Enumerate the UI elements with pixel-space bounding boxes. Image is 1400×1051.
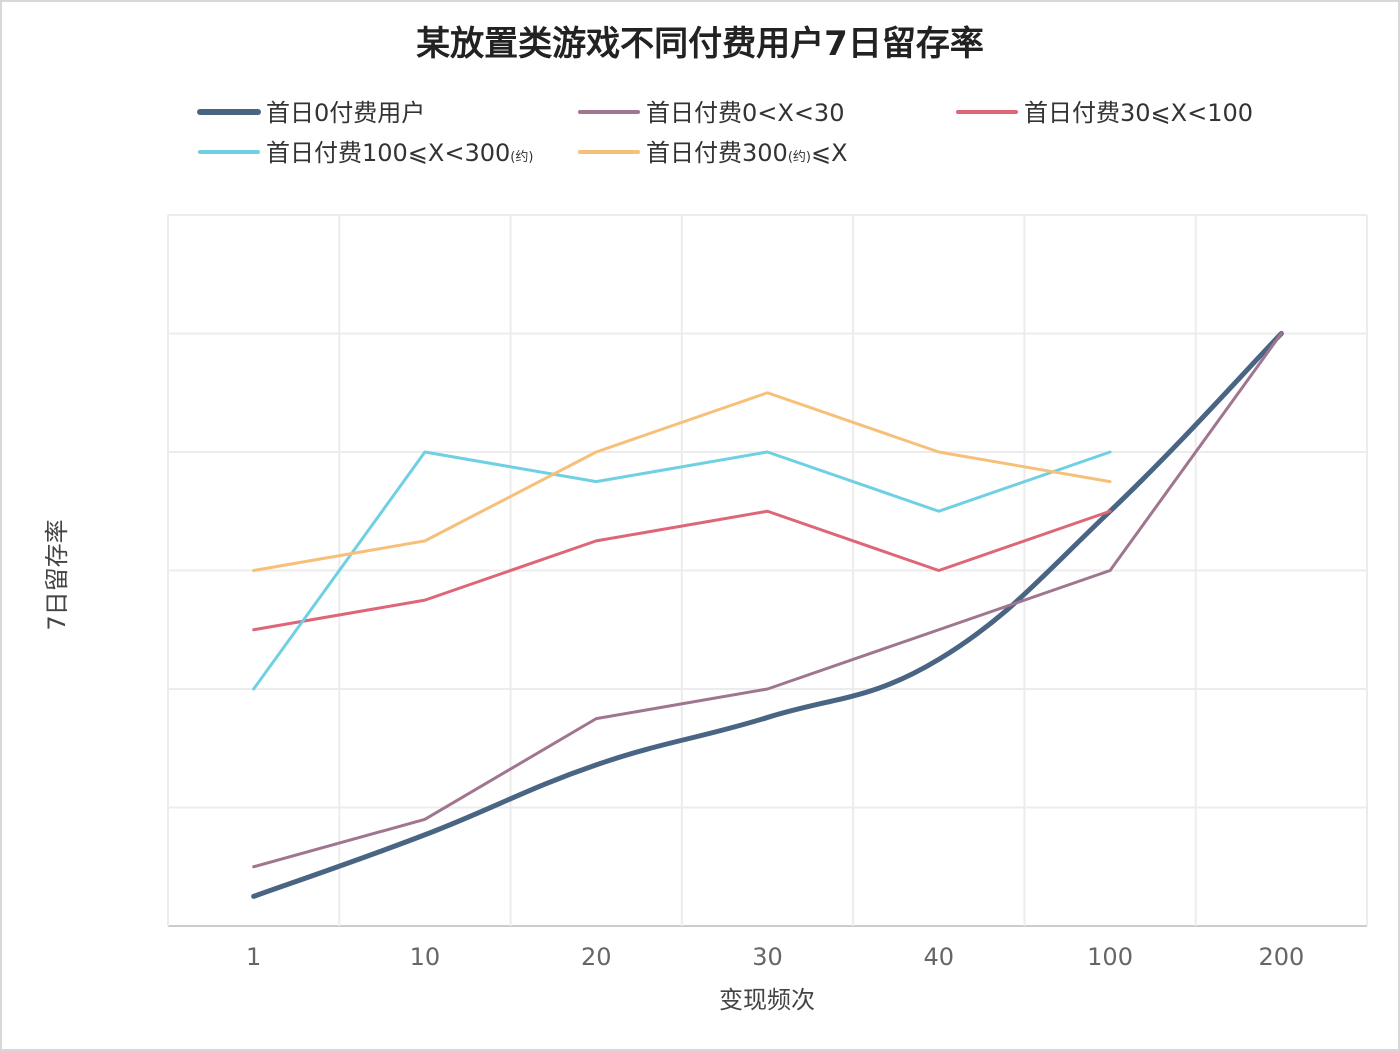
series-line bbox=[252, 332, 1283, 869]
x-tick-label: 1 bbox=[246, 943, 261, 971]
series-line bbox=[251, 331, 1284, 899]
series-line bbox=[252, 509, 1112, 632]
series-line bbox=[252, 391, 1112, 572]
legend-label: 首日付费0<X<30 bbox=[646, 99, 844, 127]
legend-label: 首日0付费用户 bbox=[266, 99, 425, 127]
legend-label: 首日付费30⩽X<100 bbox=[1024, 99, 1253, 127]
series-line bbox=[252, 450, 1112, 691]
legend-label: 首日付费100⩽X<300(约) bbox=[266, 139, 533, 167]
x-tick-label: 100 bbox=[1087, 943, 1133, 971]
x-tick-label: 30 bbox=[752, 943, 783, 971]
chart-title: 某放置类游戏不同付费用户7日留存率 bbox=[416, 24, 984, 64]
x-tick-label: 40 bbox=[924, 943, 955, 971]
x-tick-label: 20 bbox=[581, 943, 612, 971]
x-tick-label: 10 bbox=[410, 943, 441, 971]
x-axis-label: 变现频次 bbox=[719, 986, 815, 1014]
legend-label: 首日付费300(约)⩽X bbox=[646, 139, 848, 167]
x-tick-label: 200 bbox=[1258, 943, 1304, 971]
y-axis-label: 7日留存率 bbox=[43, 519, 71, 630]
